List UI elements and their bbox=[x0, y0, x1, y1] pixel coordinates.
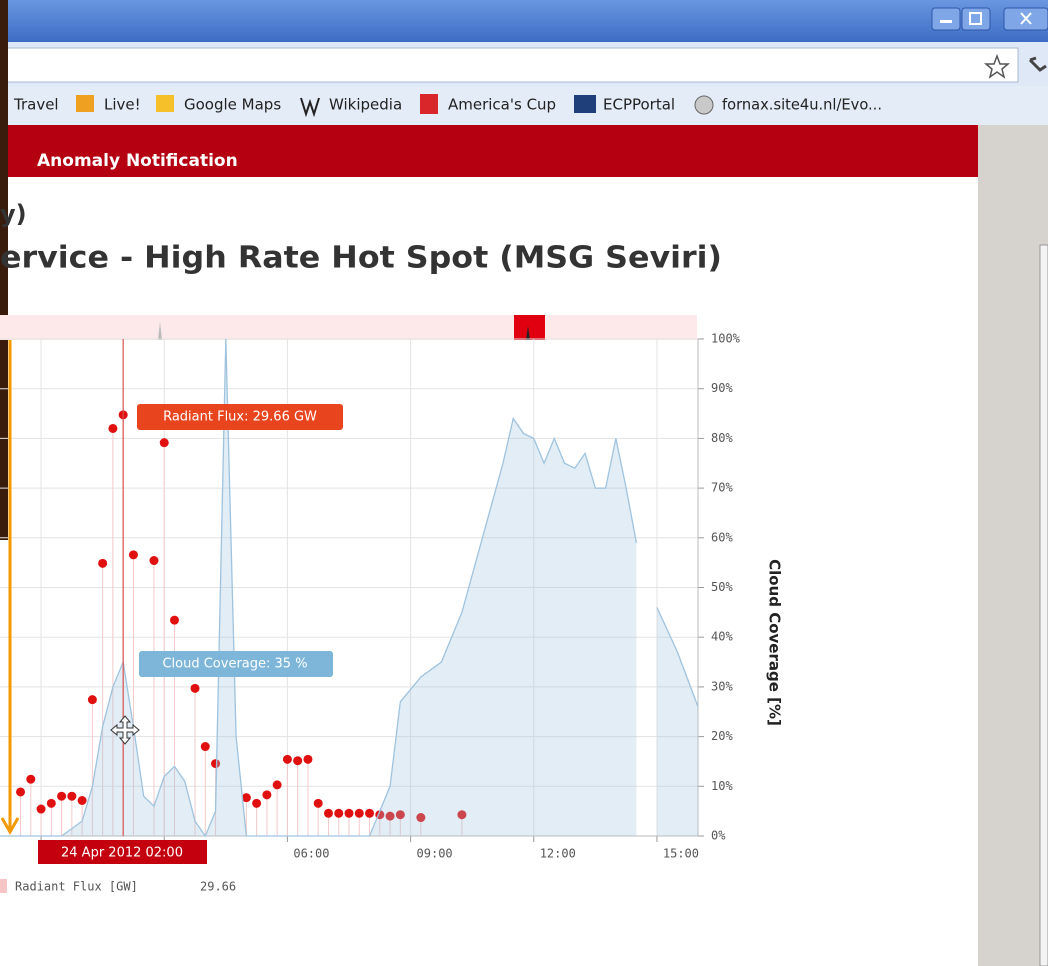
address-bar[interactable] bbox=[0, 48, 1018, 82]
bookmark[interactable]: Live! bbox=[104, 96, 141, 114]
crosshair-label: 24 Apr 2012 02:00 bbox=[61, 846, 183, 861]
x-tick-label: 06:00 bbox=[293, 847, 329, 861]
bookmark-icon bbox=[420, 94, 438, 114]
data-point bbox=[16, 787, 25, 796]
y2-tick-label: 50% bbox=[711, 580, 733, 594]
navigator[interactable] bbox=[0, 315, 697, 340]
data-point bbox=[149, 556, 158, 565]
data-point bbox=[191, 684, 200, 693]
bookmark-icon bbox=[695, 96, 713, 114]
tooltip-text: Cloud Coverage: 35 % bbox=[162, 657, 307, 672]
y2-tick-label: 10% bbox=[711, 779, 733, 793]
x-tick-label: 15:00 bbox=[663, 847, 699, 861]
data-point bbox=[262, 790, 271, 799]
data-point bbox=[88, 695, 97, 704]
data-point bbox=[293, 756, 302, 765]
legend-swatch bbox=[0, 879, 7, 893]
page: {"browser": {"bookmarks": ["Travel", "Li… bbox=[0, 0, 1048, 966]
tooltip-text: Radiant Flux: 29.66 GW bbox=[163, 410, 317, 425]
plot: 0%10%20%30%40%50%60%70%80%90%100%00:0003… bbox=[0, 332, 784, 861]
data-point bbox=[314, 799, 323, 808]
page-title: ervice - High Rate Hot Spot (MSG Seviri) bbox=[0, 241, 722, 276]
data-point bbox=[67, 792, 76, 801]
title-bar bbox=[0, 0, 1048, 42]
data-point bbox=[324, 809, 333, 818]
scrollbar-area bbox=[978, 125, 1048, 966]
data-point bbox=[108, 424, 117, 433]
minimize-icon bbox=[940, 20, 952, 23]
data-point bbox=[78, 796, 87, 805]
page-subtitle: y) bbox=[0, 200, 27, 228]
data-point bbox=[252, 799, 261, 808]
legend-value: 29.66 bbox=[200, 880, 236, 894]
data-point bbox=[129, 550, 138, 559]
y2-tick-label: 70% bbox=[711, 481, 733, 495]
y2-axis-label: Cloud Coverage [%] bbox=[766, 559, 784, 726]
y2-tick-label: 80% bbox=[711, 431, 733, 445]
data-point bbox=[160, 438, 169, 447]
data-point bbox=[47, 799, 56, 808]
nav-item[interactable]: Anomaly Notification bbox=[37, 151, 238, 171]
y2-tick-label: 100% bbox=[711, 332, 741, 346]
bookmark-icon bbox=[76, 95, 94, 112]
y2-tick-label: 20% bbox=[711, 729, 733, 743]
data-point bbox=[170, 616, 179, 625]
bookmark[interactable]: Google Maps bbox=[184, 96, 281, 114]
bookmark-icon bbox=[574, 95, 596, 113]
bookmark[interactable]: Travel bbox=[13, 96, 59, 114]
navigator-handle[interactable] bbox=[514, 315, 545, 340]
data-point bbox=[98, 559, 107, 568]
restore-button[interactable] bbox=[962, 8, 990, 30]
bookmark[interactable]: America's Cup bbox=[448, 96, 556, 114]
data-point bbox=[365, 809, 374, 818]
minimize-button[interactable] bbox=[932, 8, 960, 30]
y2-tick-label: 30% bbox=[711, 679, 733, 693]
legend-label[interactable]: Radiant Flux [GW] bbox=[15, 880, 138, 894]
bookmark[interactable]: Wikipedia bbox=[329, 96, 402, 114]
screen: Travel Live! Google Maps Wikipedia Ameri… bbox=[0, 0, 1048, 966]
y2-tick-label: 40% bbox=[711, 630, 733, 644]
y2-tick-label: 60% bbox=[711, 530, 733, 544]
data-point bbox=[283, 755, 292, 764]
bookmark-icon bbox=[156, 95, 174, 112]
data-point bbox=[26, 775, 35, 784]
bookmark[interactable]: fornax.site4u.nl/Evo... bbox=[722, 96, 882, 114]
data-point bbox=[355, 809, 364, 818]
data-point bbox=[303, 755, 312, 764]
data-point bbox=[57, 792, 66, 801]
data-point bbox=[345, 809, 354, 818]
x-tick-label: 12:00 bbox=[540, 847, 576, 861]
y2-tick-label: 90% bbox=[711, 381, 733, 395]
data-point bbox=[334, 809, 343, 818]
data-point bbox=[37, 805, 46, 814]
bookmark[interactable]: ECPPortal bbox=[603, 96, 675, 114]
x-tick-label: 09:00 bbox=[417, 847, 453, 861]
y2-tick-label: 0% bbox=[711, 829, 726, 843]
data-point bbox=[201, 742, 210, 751]
data-point bbox=[273, 780, 282, 789]
scrollbar[interactable] bbox=[1040, 245, 1048, 966]
